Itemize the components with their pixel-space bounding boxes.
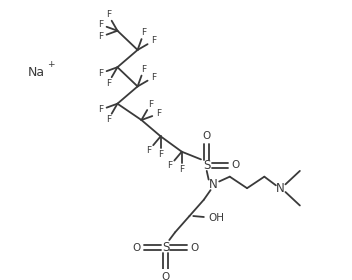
Text: O: O (161, 272, 170, 280)
Text: F: F (158, 150, 163, 159)
Text: F: F (168, 161, 172, 170)
Text: F: F (151, 36, 156, 45)
Text: F: F (98, 32, 103, 41)
Text: F: F (156, 109, 161, 118)
Text: F: F (98, 69, 103, 78)
Text: F: F (146, 146, 151, 155)
Text: Na: Na (28, 66, 45, 78)
Text: +: + (47, 60, 55, 69)
Text: F: F (106, 115, 111, 124)
Text: F: F (148, 100, 153, 109)
Text: F: F (98, 106, 103, 115)
Text: O: O (231, 160, 240, 170)
Text: S: S (162, 241, 169, 254)
Text: O: O (190, 243, 199, 253)
Text: N: N (209, 178, 218, 191)
Text: F: F (106, 78, 111, 88)
Text: F: F (151, 73, 156, 82)
Text: F: F (141, 28, 146, 37)
Text: N: N (276, 182, 285, 195)
Text: F: F (179, 165, 184, 174)
Text: F: F (106, 10, 111, 19)
Text: S: S (203, 159, 210, 172)
Text: OH: OH (209, 213, 225, 223)
Text: O: O (132, 243, 141, 253)
Text: F: F (141, 65, 146, 74)
Text: O: O (203, 131, 211, 141)
Text: F: F (98, 20, 103, 29)
